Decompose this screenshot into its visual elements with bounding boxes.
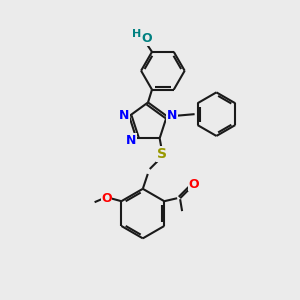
Text: N: N (119, 109, 129, 122)
Text: O: O (189, 178, 199, 191)
Text: O: O (101, 192, 112, 205)
Text: H: H (133, 29, 142, 39)
Text: N: N (126, 134, 136, 147)
Text: O: O (142, 32, 152, 46)
Text: N: N (167, 109, 177, 122)
Text: S: S (157, 147, 166, 161)
